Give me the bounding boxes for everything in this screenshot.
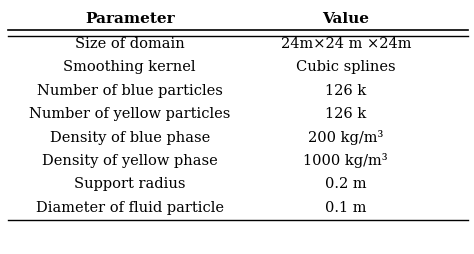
Text: Diameter of fluid particle: Diameter of fluid particle: [36, 201, 224, 215]
Text: Value: Value: [322, 12, 369, 26]
Text: 1000 kg/m³: 1000 kg/m³: [303, 153, 388, 168]
Text: 200 kg/m³: 200 kg/m³: [308, 130, 383, 145]
Text: 0.1 m: 0.1 m: [325, 201, 366, 215]
Text: 126 k: 126 k: [325, 84, 366, 98]
Text: Density of blue phase: Density of blue phase: [50, 131, 210, 145]
Text: Support radius: Support radius: [74, 177, 185, 191]
Text: 0.2 m: 0.2 m: [325, 177, 366, 191]
Text: Size of domain: Size of domain: [75, 37, 184, 51]
Text: Cubic splines: Cubic splines: [296, 60, 396, 74]
Text: Density of yellow phase: Density of yellow phase: [42, 154, 218, 168]
Text: 24m×24 m ×24m: 24m×24 m ×24m: [281, 37, 411, 51]
Text: 126 k: 126 k: [325, 107, 366, 121]
Text: Number of yellow particles: Number of yellow particles: [29, 107, 230, 121]
Text: Smoothing kernel: Smoothing kernel: [64, 60, 196, 74]
Text: Number of blue particles: Number of blue particles: [37, 84, 223, 98]
Text: Parameter: Parameter: [85, 12, 174, 26]
